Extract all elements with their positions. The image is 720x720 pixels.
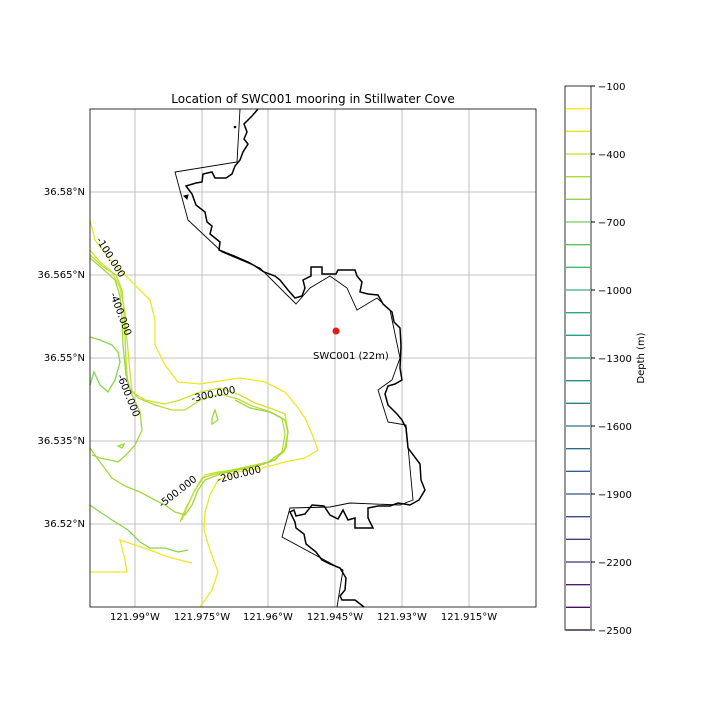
colorbar-ticks: −100 −400 −700 −1000 −1300 −1600 −1900 −… bbox=[591, 82, 632, 637]
map-title: Location of SWC001 mooring in Stillwater… bbox=[171, 92, 455, 106]
y-tick-label: 36.58°N bbox=[44, 187, 85, 198]
x-tick-label: 121.945°W bbox=[307, 612, 363, 623]
x-tick-label: 121.99°W bbox=[110, 612, 160, 623]
colorbar-tick-label: −1000 bbox=[598, 286, 632, 297]
contour-100m-b bbox=[90, 539, 193, 573]
map-axes: -100.000 -400.000 -600.000 -300.000 -200… bbox=[89, 108, 537, 608]
contour-600m bbox=[89, 336, 121, 394]
contour-400m bbox=[89, 257, 143, 463]
coastline-lowres bbox=[174, 108, 414, 608]
x-tick-label: 121.93°W bbox=[377, 612, 427, 623]
mooring-label: SWC001 (22m) bbox=[313, 351, 389, 362]
y-tick-label: 36.52°N bbox=[44, 519, 85, 530]
contour-300m bbox=[89, 254, 286, 523]
colorbar: −100 −400 −700 −1000 −1300 −1600 −1900 −… bbox=[564, 82, 647, 637]
colorbar-tick-label: −700 bbox=[598, 218, 625, 229]
y-tick-label: 36.55°N bbox=[44, 353, 85, 364]
colorbar-tick-label: −100 bbox=[598, 82, 625, 93]
colorbar-tick-label: −2500 bbox=[598, 626, 632, 637]
contour-island-b bbox=[116, 442, 126, 449]
colorbar-label: Depth (m) bbox=[636, 332, 647, 383]
coastline-islet bbox=[183, 194, 189, 200]
colorbar-tick-label: −1600 bbox=[598, 422, 632, 433]
y-tick-labels: 36.58°N 36.565°N 36.55°N 36.535°N 36.52°… bbox=[38, 187, 85, 530]
colorbar-tick-label: −400 bbox=[598, 150, 625, 161]
x-tick-label: 121.975°W bbox=[174, 612, 230, 623]
coastline-rock bbox=[233, 125, 237, 129]
contour-200m bbox=[89, 249, 289, 521]
gridlines bbox=[90, 109, 536, 607]
x-tick-label: 121.96°W bbox=[243, 612, 293, 623]
contour-100m bbox=[89, 219, 319, 608]
contour-500m bbox=[89, 399, 289, 516]
contour-island bbox=[211, 407, 219, 426]
x-tick-labels: 121.99°W 121.975°W 121.96°W 121.945°W 12… bbox=[110, 612, 497, 623]
colorbar-tick-label: −1900 bbox=[598, 490, 632, 501]
depth-contours bbox=[89, 219, 319, 608]
y-tick-label: 36.535°N bbox=[38, 436, 85, 447]
mooring-marker bbox=[332, 327, 340, 335]
colorbar-levels bbox=[566, 108, 590, 631]
map-border bbox=[89, 108, 537, 608]
colorbar-tick-label: −1300 bbox=[598, 354, 632, 365]
y-tick-label: 36.565°N bbox=[38, 270, 85, 281]
coastline-hires bbox=[184, 108, 426, 608]
contour-600m-b bbox=[89, 504, 189, 553]
x-tick-label: 121.915°W bbox=[441, 612, 497, 623]
colorbar-tick-label: −2200 bbox=[598, 558, 632, 569]
